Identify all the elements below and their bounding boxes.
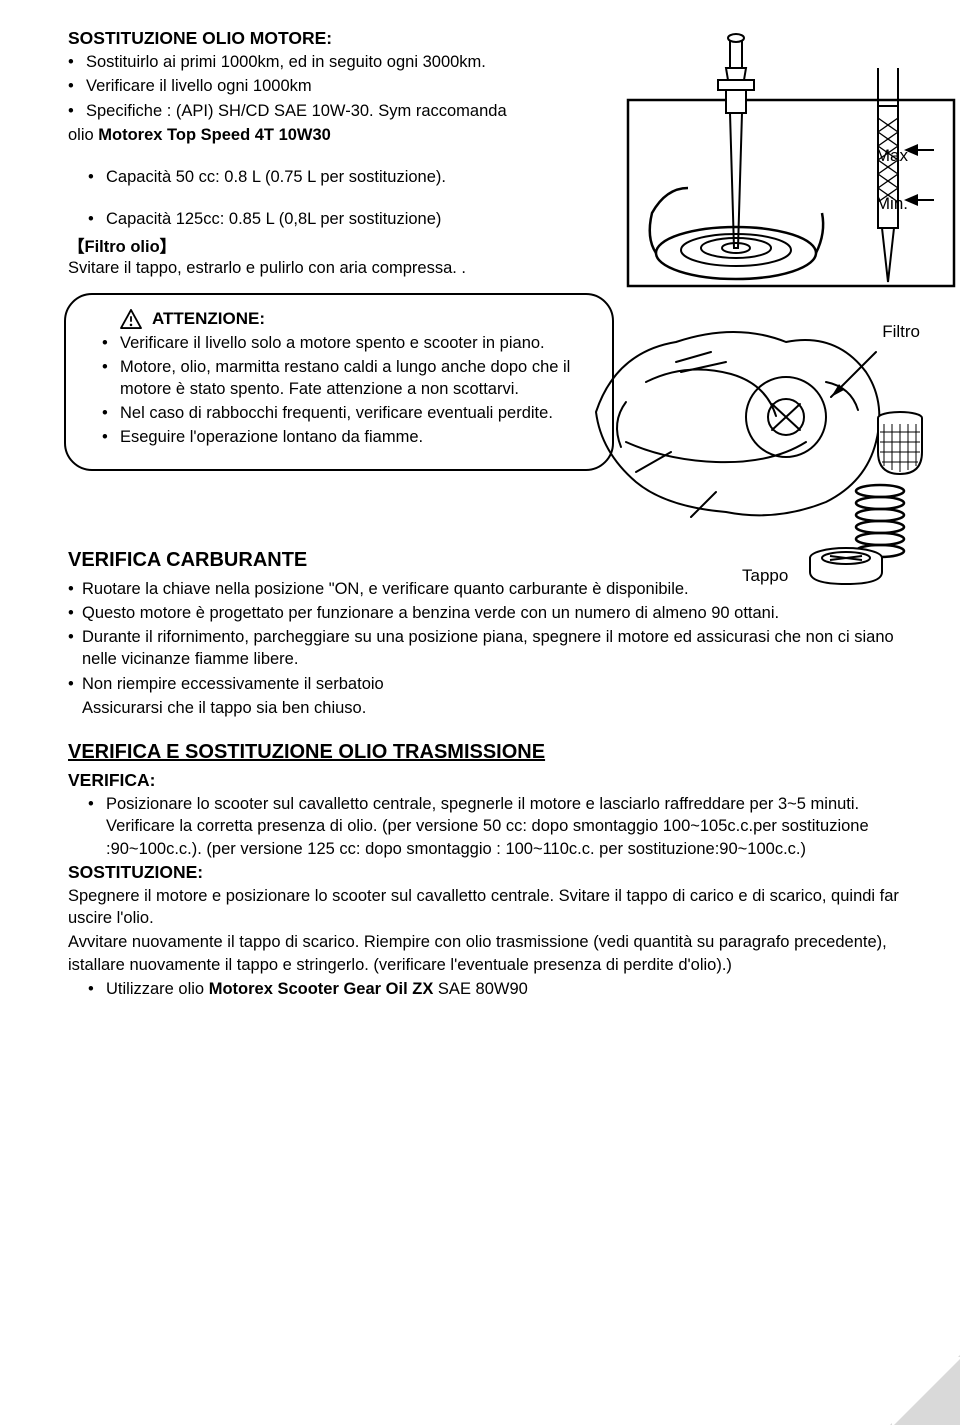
spec-b: Sym raccomanda <box>378 102 506 120</box>
fuel-2: Questo motore è progettato per funzionar… <box>68 602 912 624</box>
trans-title: VERIFICA E SOSTITUZIONE OLIO TRASMISSION… <box>68 741 912 764</box>
filter-text: Svitare il tappo, estrarlo e pulirlo con… <box>68 257 614 279</box>
spec-a: Specifiche : (API) SH/CD SAE 10W-30. <box>86 102 374 120</box>
verify-list: Posizionare lo scooter sul cavalletto ce… <box>68 793 912 860</box>
verify-label: VERIFICA: <box>68 770 912 791</box>
attention-title: ATTENZIONE: <box>152 309 265 329</box>
replace-label: SOSTITUZIONE: <box>68 862 912 883</box>
oil-brand-line: olio Motorex Top Speed 4T 10W30 <box>68 124 614 146</box>
brand-bold: Motorex Top Speed 4T 10W30 <box>98 126 331 144</box>
trans-p2: Avvitare nuovamente il tappo di scarico.… <box>68 931 912 976</box>
fuel-3: Durante il rifornimento, parcheggiare su… <box>68 626 912 671</box>
cap-125: Capacità 125cc: 0.85 L (0,8L per sostitu… <box>106 208 614 230</box>
label-max: Max <box>876 146 908 166</box>
oil-title: SOSTITUZIONE OLIO MOTORE: <box>68 28 614 49</box>
warning-icon <box>120 309 142 329</box>
oil-brand-bullet: Utilizzare olio Motorex Scooter Gear Oil… <box>106 978 912 1000</box>
trans-section: VERIFICA E SOSTITUZIONE OLIO TRASMISSION… <box>68 741 912 1000</box>
oil-spec-li: Specifiche : (API) SH/CD SAE 10W-30. Sym… <box>86 100 614 122</box>
capacity-list: Capacità 50 cc: 0.8 L (0.75 L per sostit… <box>68 166 614 188</box>
label-min: Min. <box>876 194 908 214</box>
diagram-area: Max Min. Filtro <box>626 28 912 471</box>
fuel-list: Ruotare la chiave nella posizione "ON, e… <box>68 578 912 695</box>
fuel-4: Non riempire eccessivamente il serbatoio <box>68 673 912 695</box>
filter-label: 【Filtro olio】 <box>68 233 614 257</box>
att-4: Eseguire l'operazione lontano da fiamme. <box>120 427 594 449</box>
att-1: Verificare il livello solo a motore spen… <box>120 333 594 355</box>
attention-box: ATTENZIONE: Verificare il livello solo a… <box>64 293 614 471</box>
fuel-1: Ruotare la chiave nella posizione "ON, e… <box>68 578 912 600</box>
attention-list: Verificare il livello solo a motore spen… <box>84 333 594 449</box>
oil-bullets: Sostituirlo ai primi 1000km, ed in segui… <box>68 51 614 122</box>
att-3: Nel caso di rabbocchi frequenti, verific… <box>120 403 594 425</box>
attention-header: ATTENZIONE: <box>84 309 594 329</box>
engine-diagram <box>576 292 960 592</box>
cap-50: Capacità 50 cc: 0.8 L (0.75 L per sostit… <box>106 166 614 188</box>
att-2: Motore, olio, marmitta restano caldi a l… <box>120 357 594 401</box>
page-corner-fold <box>890 1355 960 1425</box>
trans-p1: Spegnere il motore e posizionare lo scoo… <box>68 885 912 930</box>
oil-bullet-1: Sostituirlo ai primi 1000km, ed in segui… <box>86 51 614 73</box>
fuel-closing: Assicurarsi che il tappo sia ben chiuso. <box>68 697 912 719</box>
capacity-list-2: Capacità 125cc: 0.85 L (0,8L per sostitu… <box>68 208 614 230</box>
oil-brand-list: Utilizzare olio Motorex Scooter Gear Oil… <box>68 978 912 1000</box>
oil-bullet-2: Verificare il livello ogni 1000km <box>86 75 614 97</box>
verify-bullet: Posizionare lo scooter sul cavalletto ce… <box>106 793 912 860</box>
